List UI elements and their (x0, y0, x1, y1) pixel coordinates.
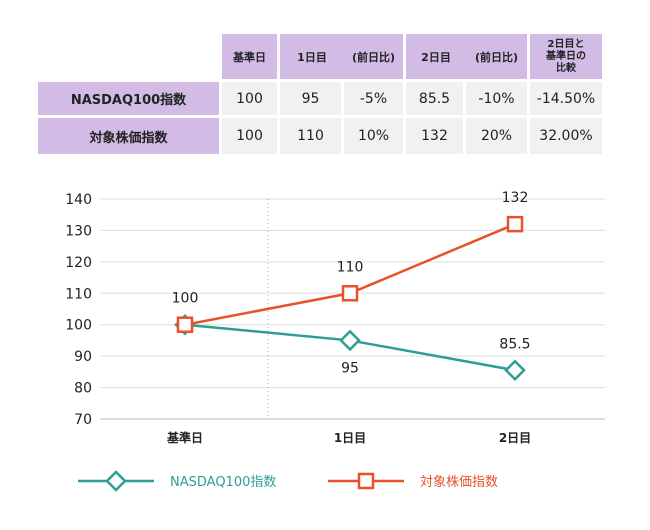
y-tick-label: 90 (74, 349, 92, 365)
table-row: NASDAQ100指数 100 95 -5% 85.5 -10% -14.50% (38, 82, 602, 118)
data-label: 100 (172, 291, 199, 307)
data-label: 85.5 (499, 336, 530, 352)
y-tick-label: 70 (74, 412, 92, 428)
table-row: 対象株価指数 100 110 10% 132 20% 32.00% (38, 118, 602, 154)
x-tick-label: 1日目 (334, 431, 366, 445)
x-tick-label: 基準日 (166, 430, 203, 445)
legend-square-marker (357, 472, 375, 490)
table-header-cell: 基準日 (222, 34, 280, 82)
table-header-cell: 2日目と 基準日の 比較 (530, 34, 602, 82)
table-header-cell: 1日目 (280, 34, 344, 82)
y-tick-label: 110 (65, 286, 92, 302)
table-cell: 100 (222, 82, 280, 118)
data-table: 基準日 1日目 (前日比) 2日目 (前日比) 2日目と 基準日の 比較 NAS… (38, 34, 602, 154)
table-cell: 20% (466, 118, 530, 154)
table-cell: 10% (344, 118, 406, 154)
legend-diamond-marker (105, 470, 127, 492)
legend-label: 対象株価指数 (420, 475, 498, 490)
square-marker (506, 215, 524, 233)
data-label: 95 (341, 360, 359, 376)
table-cell: 32.00% (530, 118, 602, 154)
table-header-row: 基準日 1日目 (前日比) 2日目 (前日比) 2日目と 基準日の 比較 (38, 34, 602, 82)
square-marker (176, 316, 194, 333)
table-row-label: 対象株価指数 (38, 118, 222, 154)
table-header-cell: 2日目 (406, 34, 466, 82)
data-label: 110 (337, 259, 364, 275)
y-tick-label: 130 (65, 223, 92, 239)
table-cell: 95 (280, 82, 344, 118)
table-cell: -14.50% (530, 82, 602, 118)
data-label: 132 (502, 190, 529, 206)
table-cell: 110 (280, 118, 344, 154)
line-chart: 140 130 120 110 100 90 80 70 基準日 1日目 2日目 95 85.5 100 1… (65, 190, 605, 492)
table-cell: 85.5 (406, 82, 466, 118)
y-tick-label: 120 (65, 255, 92, 271)
square-marker (341, 285, 359, 302)
table-row-label: NASDAQ100指数 (38, 82, 222, 118)
x-tick-label: 2日目 (499, 431, 531, 445)
y-tick-label: 100 (65, 318, 92, 334)
legend-label: NASDAQ100指数 (170, 475, 276, 490)
table-cell: 100 (222, 118, 280, 154)
table-cell: -10% (466, 82, 530, 118)
y-tick-label: 80 (74, 381, 92, 397)
table-header-cell: (前日比) (466, 34, 530, 82)
table-corner (38, 34, 222, 82)
table-cell: -5% (344, 82, 406, 118)
table-header-cell: (前日比) (344, 34, 406, 82)
diamond-marker (504, 359, 526, 382)
diamond-marker (339, 329, 361, 352)
table-cell: 132 (406, 118, 466, 154)
y-tick-label: 140 (65, 192, 92, 208)
